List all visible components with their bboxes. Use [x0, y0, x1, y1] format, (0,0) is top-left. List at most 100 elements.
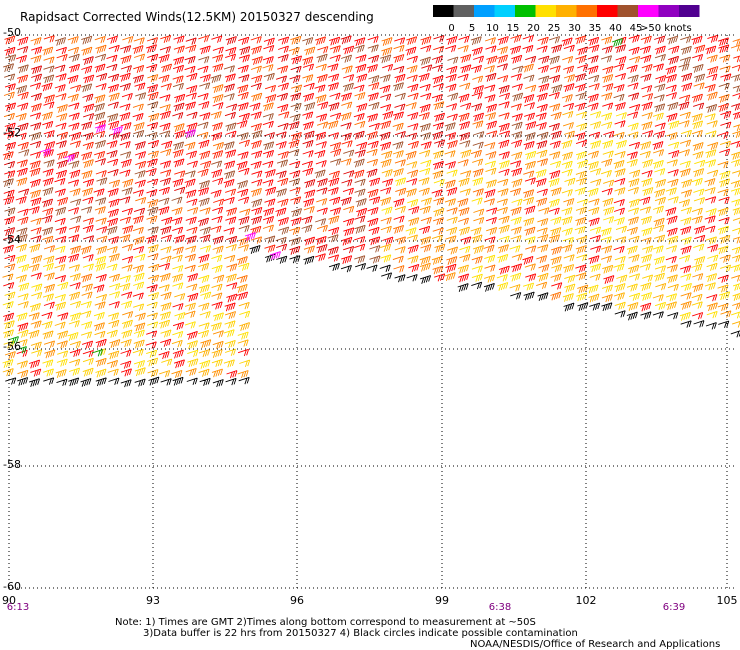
wind-barb: [460, 64, 472, 74]
wind-barb: [576, 292, 588, 302]
wind-barb: [679, 94, 691, 102]
wind-barb: [226, 103, 238, 112]
wind-barb: [537, 272, 549, 282]
wind-barb: [600, 236, 612, 244]
wind-barb: [654, 122, 666, 130]
wind-barb: [407, 169, 419, 178]
wind-barb: [471, 91, 483, 100]
wind-barb: [668, 120, 680, 130]
wind-barb: [29, 243, 41, 253]
wind-barb: [538, 83, 550, 93]
wind-barb: [641, 292, 653, 301]
wind-barb: [303, 198, 315, 208]
wind-barb: [212, 63, 224, 73]
wind-barb: [289, 75, 301, 84]
wind-barb: [171, 216, 183, 226]
wind-barb: [655, 75, 667, 84]
wind-barb: [315, 63, 327, 72]
wind-barb: [303, 92, 315, 102]
wind-barb: [173, 234, 185, 244]
wind-barb: [225, 122, 237, 132]
wind-barb: [3, 196, 15, 206]
wind-barb: [186, 72, 198, 81]
wind-barb: [719, 148, 731, 157]
wind-barb: [693, 225, 706, 235]
wind-barb: [642, 187, 654, 196]
wind-barb: [511, 263, 523, 273]
wind-barb: [146, 349, 158, 358]
wind-barb: [380, 141, 392, 151]
wind-barb: [629, 55, 641, 64]
wind-barb: [94, 63, 106, 73]
wind-barb: [106, 140, 118, 149]
wind-barb: [171, 254, 183, 263]
wind-barb: [380, 187, 392, 195]
wind-barb: [719, 170, 731, 180]
wind-barb: [2, 235, 15, 244]
wind-barb: [69, 340, 81, 349]
wind-barb: [109, 131, 121, 140]
wind-barb: [576, 253, 588, 262]
wind-barb: [68, 122, 80, 131]
wind-barb: [146, 63, 158, 73]
wind-barb: [693, 102, 705, 110]
wind-barb: [459, 140, 471, 148]
wind-barb: [575, 216, 587, 226]
wind-barb: [549, 103, 561, 112]
wind-barb: [432, 217, 444, 226]
wind-barb: [603, 179, 615, 187]
wind-barb: [640, 311, 652, 320]
wind-barb: [458, 207, 470, 217]
wind-barb: [718, 44, 730, 54]
wind-barb: [262, 179, 274, 187]
wind-barb: [603, 275, 615, 284]
wind-barb: [550, 256, 562, 265]
wind-barb: [692, 312, 704, 320]
wind-barb: [550, 187, 562, 197]
wind-barb: [81, 170, 93, 180]
wind-barb: [30, 55, 42, 64]
wind-barb: [340, 132, 352, 141]
wind-barb: [590, 178, 602, 187]
wind-barb: [446, 256, 458, 265]
wind-barb: [718, 93, 730, 103]
wind-barb: [212, 235, 224, 245]
wind-barb: [68, 53, 80, 62]
wind-barb: [665, 73, 677, 83]
wind-barb: [95, 348, 107, 356]
wind-barb: [17, 208, 29, 216]
wind-barb: [70, 198, 82, 206]
wind-barb: [419, 275, 432, 284]
wind-barb: [510, 272, 522, 282]
wind-barb: [121, 207, 133, 216]
wind-barb: [418, 177, 430, 186]
wind-barb: [627, 302, 639, 311]
wind-barb: [213, 274, 225, 283]
wind-barb: [262, 224, 274, 233]
wind-barb: [304, 46, 316, 56]
wind-barb: [3, 91, 15, 100]
wind-barb: [239, 359, 251, 368]
wind-barb: [198, 101, 210, 110]
wind-barb: [15, 196, 27, 205]
wind-barb: [30, 37, 42, 46]
wind-barb: [2, 151, 14, 161]
wind-barb: [509, 245, 521, 253]
wind-barb: [54, 274, 67, 283]
wind-barb: [186, 150, 198, 159]
wind-barb: [57, 312, 69, 321]
wind-barb: [212, 379, 224, 388]
wind-barb: [198, 254, 210, 263]
wind-barb: [367, 35, 379, 44]
wind-barb: [171, 369, 183, 379]
wind-barb: [587, 284, 599, 294]
wind-barb: [81, 291, 93, 299]
wind-barb: [28, 359, 41, 369]
wind-barb: [133, 272, 145, 282]
wind-barb: [277, 103, 289, 113]
wind-barb: [31, 291, 43, 300]
wind-barb: [277, 65, 289, 74]
wind-barb: [652, 311, 664, 319]
wind-barb: [30, 227, 42, 235]
wind-barb: [17, 141, 29, 150]
